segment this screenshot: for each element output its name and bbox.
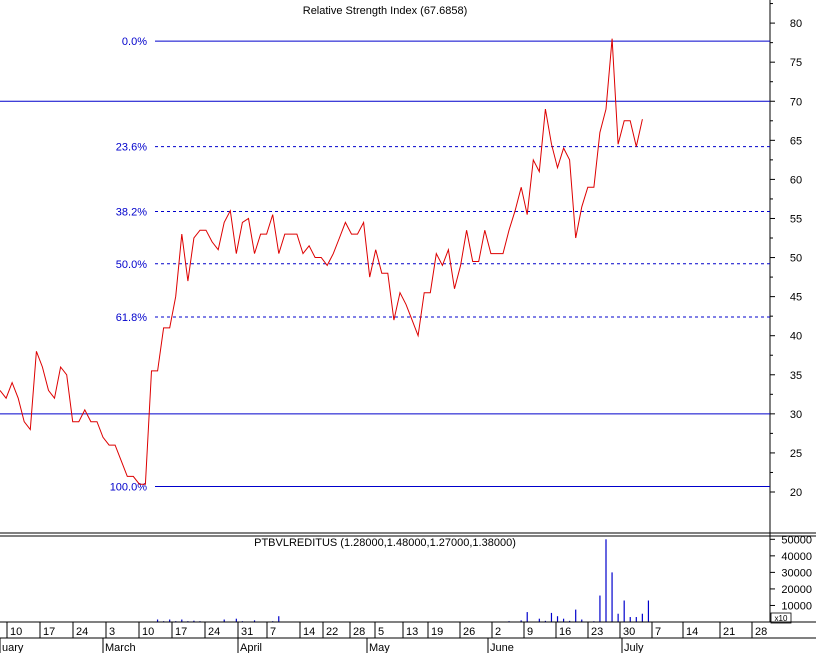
week-label: 7 <box>270 626 276 638</box>
rsi-panel: Relative Strength Index (67.6858) 20 25 30 3… <box>0 0 816 622</box>
week-label: 10 <box>10 626 22 638</box>
month-label: July <box>624 642 644 653</box>
week-label: 9 <box>527 626 533 638</box>
rsi-y-tick-label: 55 <box>790 213 802 225</box>
week-label: 30 <box>623 626 635 638</box>
month-label: March <box>105 642 136 653</box>
rsi-y-tick-label: 70 <box>790 96 802 108</box>
week-label: 14 <box>686 626 698 638</box>
week-label: 19 <box>431 626 443 638</box>
week-label: 24 <box>76 626 88 638</box>
week-label: 2 <box>495 626 501 638</box>
volume-y-tick-label: 20000 <box>781 584 812 596</box>
week-label: 28 <box>353 626 365 638</box>
volume-multiplier-label: x10 <box>775 614 788 623</box>
rsi-y-tick-label: 65 <box>790 135 802 147</box>
rsi-y-tick-label: 50 <box>790 253 802 265</box>
rsi-y-tick-label: 20 <box>790 487 802 499</box>
week-label: 23 <box>591 626 603 638</box>
volume-title: PTBVLREDITUS (1.28000,1.48000,1.27000,1.… <box>254 537 516 549</box>
week-label: 10 <box>142 626 154 638</box>
fibonacci-label: 0.0% <box>122 36 147 48</box>
week-label: 14 <box>303 626 315 638</box>
week-label: 24 <box>208 626 220 638</box>
week-label: 31 <box>241 626 253 638</box>
volume-y-tick-label: 50000 <box>781 534 812 546</box>
volume-y-tick-label: 30000 <box>781 567 812 579</box>
rsi-y-tick-label: 35 <box>790 370 802 382</box>
rsi-y-tick-label: 30 <box>790 409 802 421</box>
week-label: 17 <box>43 626 55 638</box>
volume-panel: PTBVLREDITUS (1.28000,1.48000,1.27000,1.… <box>0 534 816 624</box>
fibonacci-label: 50.0% <box>116 259 147 271</box>
rsi-series-line <box>0 38 643 485</box>
rsi-y-tick-label: 80 <box>790 18 802 30</box>
week-label: 5 <box>378 626 384 638</box>
rsi-y-tick-label: 25 <box>790 448 802 460</box>
fibonacci-label: 100.0% <box>110 482 148 494</box>
volume-multiplier-box <box>770 612 792 624</box>
week-label: 3 <box>109 626 115 638</box>
week-label: 17 <box>175 626 187 638</box>
week-label: 7 <box>655 626 661 638</box>
date-axis: 10 17 24 3 10 17 24 31 7 14 22 28 5 13 19 26 2 9 16 23 30 7 14… <box>0 621 816 653</box>
volume-y-tick-label: 10000 <box>781 600 812 612</box>
volume-y-tick-label: 40000 <box>781 551 812 563</box>
rsi-y-tick-label: 45 <box>790 292 802 304</box>
week-label: 21 <box>723 626 735 638</box>
week-label: 22 <box>326 626 338 638</box>
week-label: 28 <box>755 626 767 638</box>
week-label: 16 <box>559 626 571 638</box>
fibonacci-label: 23.6% <box>116 142 147 154</box>
week-label: 13 <box>406 626 418 638</box>
rsi-y-tick-label: 40 <box>790 331 802 343</box>
fibonacci-label: 61.8% <box>116 312 147 324</box>
month-label: May <box>369 642 390 653</box>
week-label: 26 <box>463 626 475 638</box>
rsi-y-tick-label: 60 <box>790 174 802 186</box>
month-label: April <box>240 642 262 653</box>
month-label: uary <box>2 642 24 653</box>
rsi-title: Relative Strength Index (67.6858) <box>303 5 468 17</box>
rsi-y-tick-label: 75 <box>790 57 802 69</box>
fibonacci-label: 38.2% <box>116 206 147 218</box>
month-label: June <box>490 642 514 653</box>
